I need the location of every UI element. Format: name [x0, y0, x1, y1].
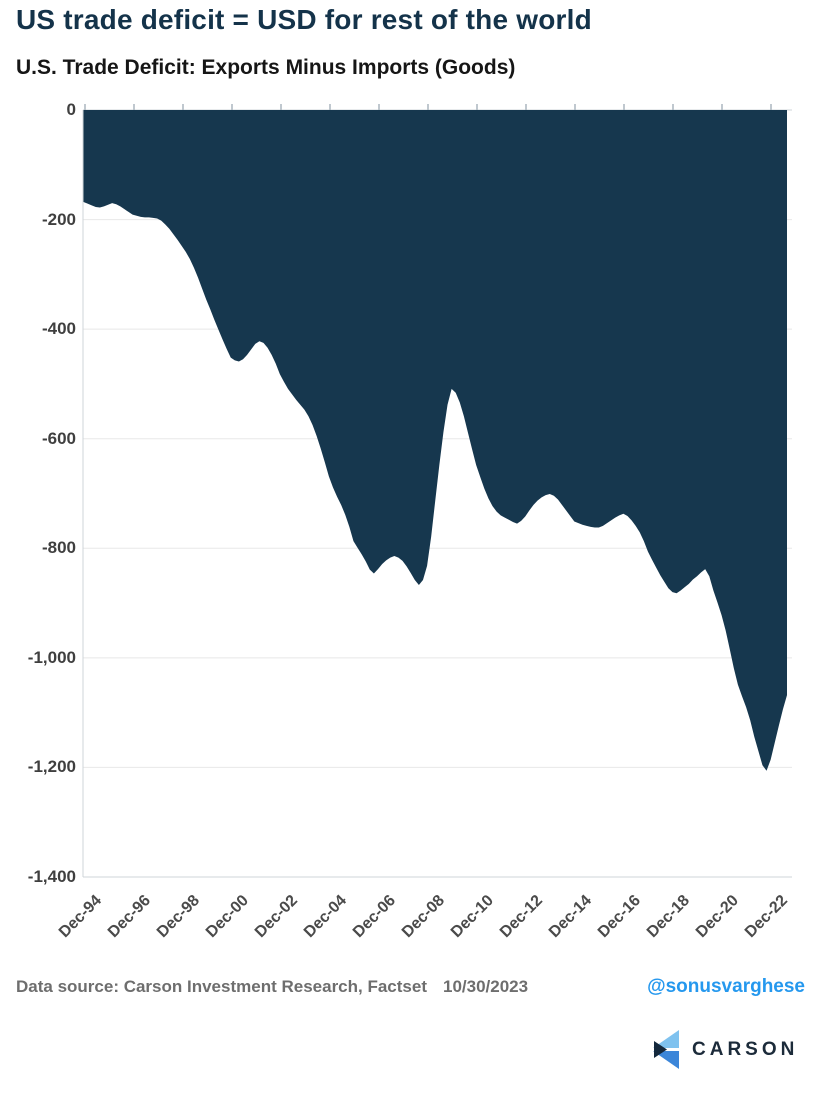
- y-tick-label: -1,400: [27, 867, 76, 886]
- y-tick-label: 0: [66, 100, 76, 119]
- y-tick-label: -1,200: [27, 757, 76, 777]
- y-tick-label: -200: [41, 209, 76, 229]
- y-tick-label: -400: [41, 319, 76, 339]
- trade-deficit-area-series: [83, 110, 787, 771]
- footer: Data source: Carson Investment Research,…: [16, 976, 805, 998]
- twitter-handle-link[interactable]: @sonusvarghese: [647, 976, 805, 997]
- y-tick-label: -800: [41, 538, 76, 558]
- source-date: 10/30/2023: [443, 977, 529, 996]
- data-source-label: Data source: Carson Investment Research,…: [16, 977, 427, 996]
- page-title: US trade deficit = USD for rest of the w…: [16, 4, 592, 35]
- carson-logo: CARSON: [648, 1028, 808, 1072]
- chart-title: U.S. Trade Deficit: Exports Minus Import…: [16, 56, 516, 79]
- carson-logo-icon: [653, 1030, 679, 1069]
- y-tick-label: -600: [41, 428, 76, 448]
- carson-logo-text: CARSON: [692, 1039, 799, 1060]
- y-tick-label: -1,000: [27, 647, 76, 667]
